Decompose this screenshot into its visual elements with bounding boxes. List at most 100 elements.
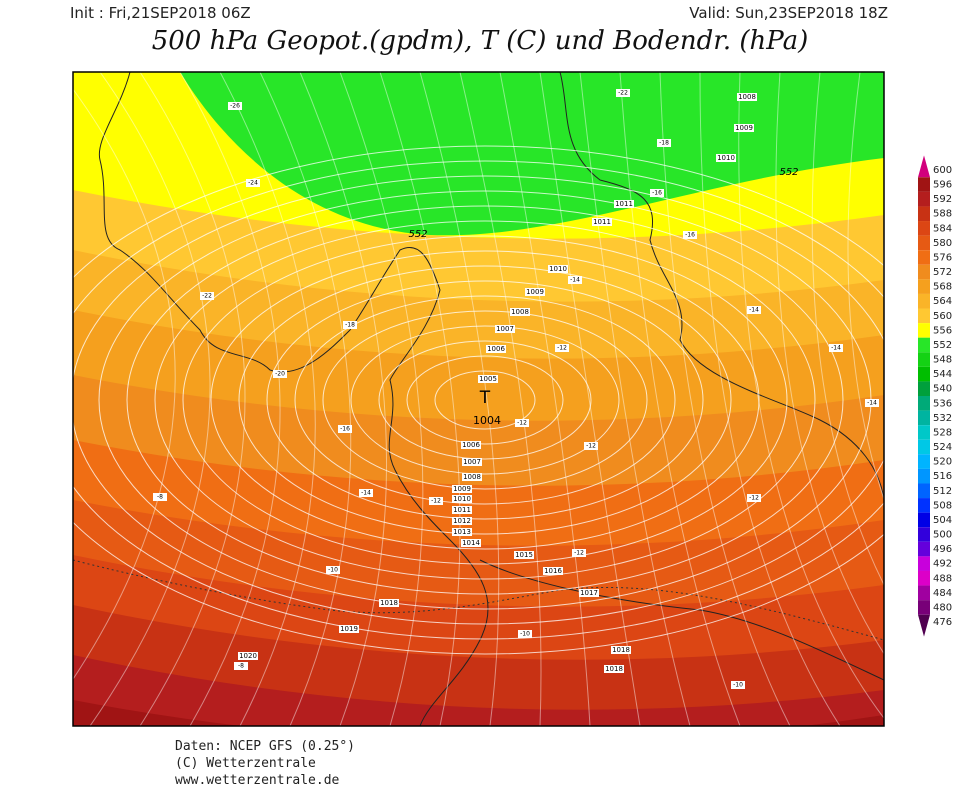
- label-box: [461, 441, 481, 449]
- label-box: [379, 599, 399, 607]
- height-contour: [219, 72, 316, 726]
- height-contour: [847, 72, 884, 501]
- label-box: [747, 494, 761, 502]
- map-label: 1006: [462, 441, 480, 449]
- map-label: -20: [275, 371, 285, 378]
- legend: 600 596 592 588 584 580 576 572 568 564 560 556 552 5…: [918, 155, 952, 637]
- isobar: [182, 235, 788, 565]
- label-box: [572, 549, 586, 557]
- legend-label: 532: [933, 413, 952, 424]
- isobar: [210, 250, 760, 550]
- map-label: 552: [779, 167, 798, 178]
- isobar: [350, 325, 620, 475]
- legend-label: 560: [933, 311, 952, 322]
- height-contour: [659, 72, 791, 726]
- isobar: [73, 145, 884, 655]
- map-label: -14: [361, 490, 371, 497]
- map-label: -14: [867, 400, 877, 407]
- height-contour: [139, 72, 246, 726]
- height-contour: [89, 72, 211, 726]
- legend-label: 500: [933, 530, 952, 541]
- map-label: -10: [733, 682, 743, 689]
- map-label: -14: [831, 345, 841, 352]
- band: [73, 655, 884, 726]
- map-label: -22: [618, 90, 628, 97]
- map-label: 1010: [717, 154, 735, 162]
- legend-swatch: [918, 293, 930, 309]
- legend-swatch: [918, 425, 930, 440]
- legend-swatch: [918, 366, 930, 382]
- valid-time: Valid: Sun,23SEP2018 18Z: [689, 4, 888, 22]
- legend-label: 552: [933, 340, 952, 351]
- legend-swatch: [918, 570, 930, 586]
- label-box: [200, 292, 214, 300]
- legend-swatch: [918, 206, 930, 222]
- legend-label: 492: [933, 559, 952, 570]
- label-box: [338, 425, 352, 433]
- height-contour: [259, 72, 352, 726]
- height-contour: [419, 72, 500, 726]
- label-box: [592, 218, 612, 226]
- legend-label: 504: [933, 515, 952, 526]
- map-label: 1007: [496, 325, 514, 333]
- map-label: -18: [659, 140, 669, 147]
- map-label: -24: [248, 180, 258, 187]
- map-label: 1011: [593, 218, 611, 226]
- init-time: Init : Fri,21SEP2018 06Z: [70, 4, 251, 22]
- height-contour: [619, 72, 741, 726]
- legend-swatch: [918, 396, 930, 411]
- label-box: [716, 154, 736, 162]
- map-label: -10: [328, 567, 338, 574]
- label-box: [461, 539, 481, 547]
- label-box: [543, 567, 563, 575]
- legend-swatch: [918, 468, 930, 484]
- label-box: [343, 321, 357, 329]
- map-label: 1016: [544, 567, 562, 575]
- legend-swatch: [918, 439, 930, 455]
- label-box: [747, 306, 761, 314]
- label-box: [829, 344, 843, 352]
- isobar: [73, 175, 884, 625]
- label-box: [339, 625, 359, 633]
- legend-swatch: [918, 600, 930, 615]
- map-label: -12: [431, 498, 441, 505]
- label-box: [604, 665, 624, 673]
- map-label: 1009: [735, 124, 753, 132]
- legend-label: 524: [933, 442, 952, 453]
- label-box: [462, 473, 482, 481]
- legend-label: 600: [933, 165, 952, 176]
- legend-swatch: [918, 527, 930, 542]
- legend-label: 528: [933, 427, 952, 438]
- isobar: [378, 340, 592, 460]
- map-label: -8: [157, 494, 163, 501]
- isobar: [154, 220, 816, 580]
- isobar: [126, 205, 844, 595]
- map-label: 1009: [526, 288, 544, 296]
- label-box: [486, 345, 506, 353]
- label-box: [429, 497, 443, 505]
- legend-swatch: [918, 308, 930, 324]
- label-box: [246, 179, 260, 187]
- map-label: 1007: [463, 458, 481, 466]
- label-box: [228, 102, 242, 110]
- map-label: 1019: [340, 625, 358, 633]
- isobar: [294, 295, 676, 505]
- isobar: [406, 355, 564, 445]
- isobar: [434, 370, 536, 430]
- map-label: -12: [517, 420, 527, 427]
- map-label: -22: [202, 293, 212, 300]
- map-label: -12: [749, 495, 759, 502]
- legend-swatch: [918, 410, 930, 426]
- map-label: 1005: [479, 375, 497, 383]
- label-box: [525, 288, 545, 296]
- map-label: -14: [749, 307, 759, 314]
- legend-label: 556: [933, 325, 952, 336]
- legend-swatch: [918, 264, 930, 280]
- label-box: [495, 325, 515, 333]
- map-label: -16: [340, 426, 350, 433]
- map-label: 1013: [453, 528, 471, 536]
- map-label: 1008: [511, 308, 529, 316]
- map-label: 1020: [239, 652, 257, 660]
- label-box: [452, 485, 472, 493]
